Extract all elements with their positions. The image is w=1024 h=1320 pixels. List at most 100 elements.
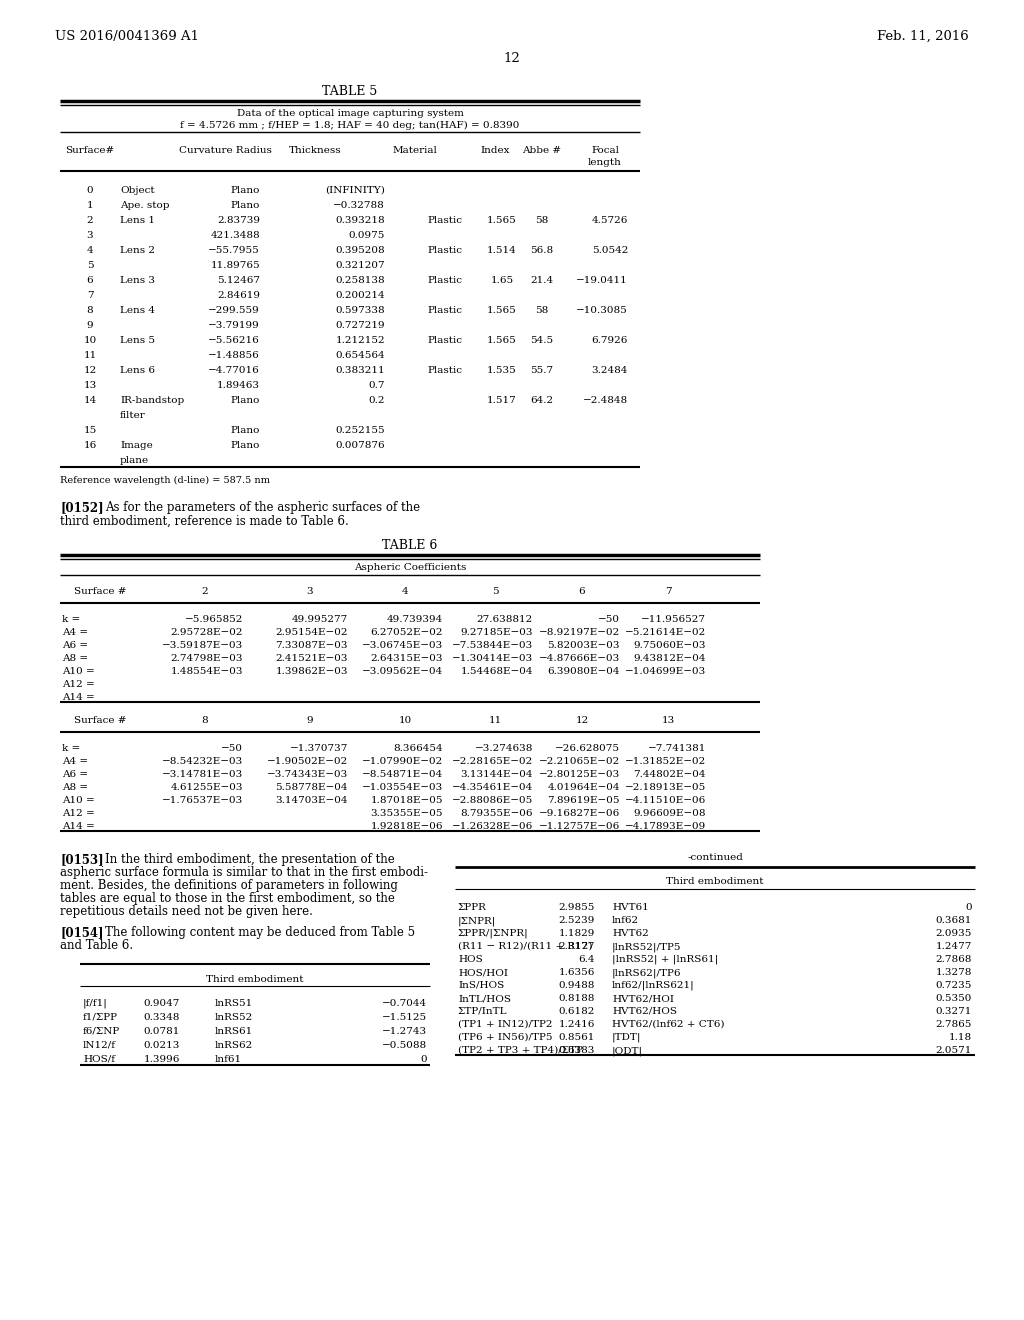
Text: A8 =: A8 = <box>62 653 88 663</box>
Text: −2.4848: −2.4848 <box>583 396 628 405</box>
Text: 1.565: 1.565 <box>487 306 517 315</box>
Text: −1.370737: −1.370737 <box>290 744 348 752</box>
Text: 5.12467: 5.12467 <box>217 276 260 285</box>
Text: 55.7: 55.7 <box>530 366 554 375</box>
Text: 9: 9 <box>87 321 93 330</box>
Text: 11: 11 <box>83 351 96 360</box>
Text: length: length <box>588 158 622 168</box>
Text: 49.995277: 49.995277 <box>292 615 348 624</box>
Text: −55.7955: −55.7955 <box>208 246 260 255</box>
Text: Plastic: Plastic <box>427 246 463 255</box>
Text: 11.89765: 11.89765 <box>210 261 260 271</box>
Text: 1.92818E−06: 1.92818E−06 <box>371 822 443 832</box>
Text: 2.95154E−02: 2.95154E−02 <box>275 628 348 638</box>
Text: Plano: Plano <box>230 201 260 210</box>
Text: −1.04699E−03: −1.04699E−03 <box>625 667 706 676</box>
Text: 1.3996: 1.3996 <box>143 1055 180 1064</box>
Text: 13: 13 <box>83 381 96 389</box>
Text: 8.366454: 8.366454 <box>393 744 443 752</box>
Text: HVT62: HVT62 <box>612 929 649 939</box>
Text: −5.21614E−02: −5.21614E−02 <box>625 628 706 638</box>
Text: 0.200214: 0.200214 <box>336 290 385 300</box>
Text: Surface #: Surface # <box>74 587 126 597</box>
Text: (TP6 + IN56)/TP5: (TP6 + IN56)/TP5 <box>458 1034 553 1041</box>
Text: 0.0975: 0.0975 <box>348 231 385 240</box>
Text: 5: 5 <box>492 587 499 597</box>
Text: 2.0935: 2.0935 <box>936 929 972 939</box>
Text: 3.14703E−04: 3.14703E−04 <box>275 796 348 805</box>
Text: 0.395208: 0.395208 <box>336 246 385 255</box>
Text: −2.80125E−03: −2.80125E−03 <box>539 770 620 779</box>
Text: 49.739394: 49.739394 <box>387 615 443 624</box>
Text: 12: 12 <box>575 715 589 725</box>
Text: 1.65: 1.65 <box>490 276 514 285</box>
Text: A10 =: A10 = <box>62 667 95 676</box>
Text: −4.17893E−09: −4.17893E−09 <box>625 822 706 832</box>
Text: 0.007876: 0.007876 <box>336 441 385 450</box>
Text: 0.321207: 0.321207 <box>336 261 385 271</box>
Text: A10 =: A10 = <box>62 796 95 805</box>
Text: (INFINITY): (INFINITY) <box>326 186 385 195</box>
Text: 0.2: 0.2 <box>369 396 385 405</box>
Text: A4 =: A4 = <box>62 756 88 766</box>
Text: 1.6356: 1.6356 <box>559 968 595 977</box>
Text: 0.5350: 0.5350 <box>936 994 972 1003</box>
Text: 6.27052E−02: 6.27052E−02 <box>371 628 443 638</box>
Text: 8.79355E−06: 8.79355E−06 <box>461 809 534 818</box>
Text: −3.59187E−03: −3.59187E−03 <box>162 642 243 649</box>
Text: 0.393218: 0.393218 <box>336 216 385 224</box>
Text: 5: 5 <box>87 261 93 271</box>
Text: A14 =: A14 = <box>62 822 95 832</box>
Text: 8: 8 <box>87 306 93 315</box>
Text: 7: 7 <box>665 587 672 597</box>
Text: Thickness: Thickness <box>289 147 341 154</box>
Text: lnRS61: lnRS61 <box>215 1027 253 1036</box>
Text: 0.597338: 0.597338 <box>336 306 385 315</box>
Text: Reference wavelength (d-line) = 587.5 nm: Reference wavelength (d-line) = 587.5 nm <box>60 477 270 486</box>
Text: 5.58778E−04: 5.58778E−04 <box>275 783 348 792</box>
Text: Plastic: Plastic <box>427 216 463 224</box>
Text: −299.559: −299.559 <box>208 306 260 315</box>
Text: As for the parameters of the aspheric surfaces of the: As for the parameters of the aspheric su… <box>105 502 420 513</box>
Text: 9.75060E−03: 9.75060E−03 <box>634 642 706 649</box>
Text: f = 4.5726 mm ; f/HEP = 1.8; HAF = 40 deg; tan(HAF) = 0.8390: f = 4.5726 mm ; f/HEP = 1.8; HAF = 40 de… <box>180 121 520 131</box>
Text: 1.18: 1.18 <box>949 1034 972 1041</box>
Text: |lnRS52|/TP5: |lnRS52|/TP5 <box>612 942 682 952</box>
Text: −4.35461E−04: −4.35461E−04 <box>452 783 534 792</box>
Text: 14: 14 <box>83 396 96 405</box>
Text: −5.56216: −5.56216 <box>208 337 260 345</box>
Text: 1.517: 1.517 <box>487 396 517 405</box>
Text: (R11 − R12)/(R11 + R12): (R11 − R12)/(R11 + R12) <box>458 942 593 950</box>
Text: Lens 5: Lens 5 <box>120 337 155 345</box>
Text: lnf62/|lnRS621|: lnf62/|lnRS621| <box>612 981 694 990</box>
Text: Abbe #: Abbe # <box>522 147 561 154</box>
Text: 2.3177: 2.3177 <box>559 942 595 950</box>
Text: |lnRS52| + |lnRS61|: |lnRS52| + |lnRS61| <box>612 954 718 965</box>
Text: 58: 58 <box>536 306 549 315</box>
Text: tables are equal to those in the first embodiment, so the: tables are equal to those in the first e… <box>60 892 395 906</box>
Text: filter: filter <box>120 411 145 420</box>
Text: IR-bandstop: IR-bandstop <box>120 396 184 405</box>
Text: −1.76537E−03: −1.76537E−03 <box>162 796 243 805</box>
Text: 0.727219: 0.727219 <box>336 321 385 330</box>
Text: Plastic: Plastic <box>427 306 463 315</box>
Text: 10: 10 <box>398 715 412 725</box>
Text: −1.30414E−03: −1.30414E−03 <box>452 653 534 663</box>
Text: Ape. stop: Ape. stop <box>120 201 170 210</box>
Text: 2.84619: 2.84619 <box>217 290 260 300</box>
Text: Plano: Plano <box>230 186 260 195</box>
Text: Lens 2: Lens 2 <box>120 246 155 255</box>
Text: 0.6182: 0.6182 <box>559 1007 595 1016</box>
Text: 0.3271: 0.3271 <box>936 1007 972 1016</box>
Text: Image: Image <box>120 441 153 450</box>
Text: 64.2: 64.2 <box>530 396 554 405</box>
Text: −1.2743: −1.2743 <box>382 1027 427 1036</box>
Text: k =: k = <box>62 615 80 624</box>
Text: −4.77016: −4.77016 <box>208 366 260 375</box>
Text: and Table 6.: and Table 6. <box>60 939 133 952</box>
Text: 2: 2 <box>202 587 208 597</box>
Text: 0.8188: 0.8188 <box>559 994 595 1003</box>
Text: −50: −50 <box>598 615 620 624</box>
Text: 7.33087E−03: 7.33087E−03 <box>275 642 348 649</box>
Text: |lnRS62|/TP6: |lnRS62|/TP6 <box>612 968 682 978</box>
